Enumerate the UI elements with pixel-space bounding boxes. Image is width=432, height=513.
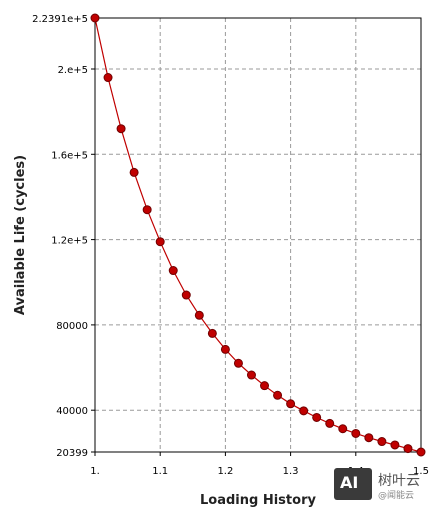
data-point [220, 344, 230, 354]
watermark-badge-text: AI [340, 473, 359, 492]
data-point [377, 437, 387, 447]
y-tick-label: 1.6e+5 [51, 150, 88, 161]
data-point [351, 428, 361, 438]
data-point [338, 424, 348, 434]
data-point [155, 237, 165, 247]
data-point [103, 73, 113, 83]
plot-frame [94, 17, 422, 453]
series-line [94, 17, 422, 453]
x-tick-label: 1. [90, 466, 100, 477]
x-tick-label: 1.2 [217, 466, 233, 477]
data-point [142, 205, 152, 215]
data-point [312, 412, 322, 422]
data-point [390, 440, 400, 450]
y-tick-label: 20399 [56, 448, 88, 459]
y-tick-label: 40000 [56, 406, 88, 417]
data-point [416, 447, 426, 457]
data-point [403, 444, 413, 454]
y-axis-title: Available Life (cycles) [13, 155, 28, 315]
data-point [181, 290, 191, 300]
data-point [194, 310, 204, 320]
y-tick-label: 80000 [56, 321, 88, 332]
y-tick-label: 2.2391e+5 [32, 14, 88, 25]
data-point [325, 418, 335, 428]
data-point [246, 370, 256, 380]
y-tick-label: 1.2e+5 [51, 236, 88, 247]
watermark-name: 树叶云 [378, 473, 420, 489]
data-point [168, 266, 178, 276]
grid-layer [95, 18, 421, 452]
y-tick-label: 2.e+5 [58, 65, 88, 76]
data-point [116, 124, 126, 134]
data-point [90, 13, 100, 23]
watermark-sub: @闻能云 [378, 491, 415, 501]
data-point [299, 406, 309, 416]
x-axis-title: Loading History [200, 493, 316, 508]
data-point [273, 390, 283, 400]
data-point [233, 358, 243, 368]
x-tick-label: 1.1 [152, 466, 168, 477]
watermark-logo: AI 树叶云 @闻能云 [334, 466, 430, 504]
y-axis-ticks: 2.2391e+5 2.e+5 1.6e+5 1.2e+5 80000 40000 2039… [32, 14, 95, 459]
data-point [260, 381, 270, 391]
data-point [286, 399, 296, 409]
x-tick-label: 1.3 [283, 466, 299, 477]
data-point [129, 167, 139, 177]
data-point [364, 433, 374, 443]
watermark-badge: AI [334, 468, 372, 500]
x-tick-label: 1.5 [413, 466, 429, 477]
data-point [207, 328, 217, 338]
data-points [90, 13, 426, 457]
